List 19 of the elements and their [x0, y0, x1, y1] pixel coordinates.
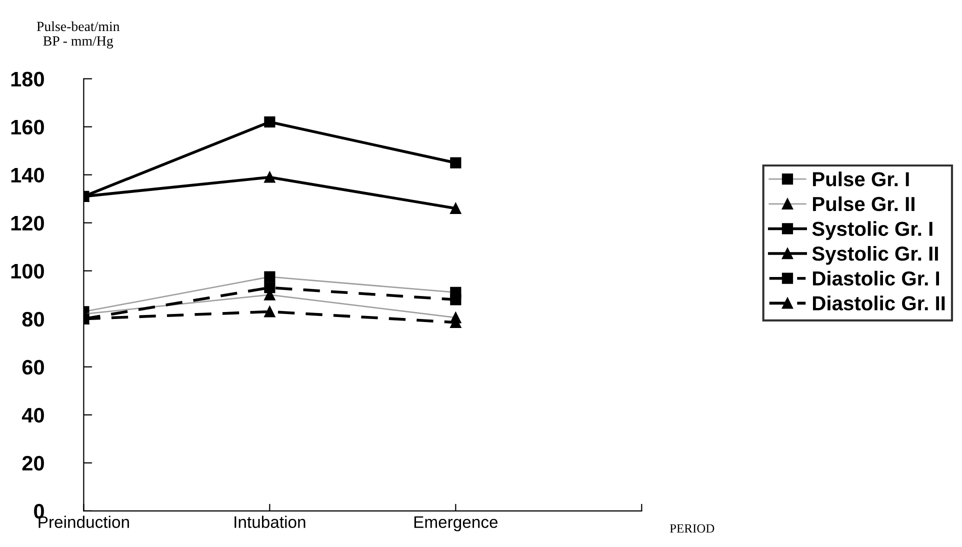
x-tick-label: Intubation — [234, 516, 306, 528]
y-tick-label: 20 — [22, 456, 44, 471]
legend-label: Systolic Gr. I — [812, 221, 932, 240]
x-axis-title: PERIOD — [670, 524, 714, 533]
y-tick-label: 60 — [22, 360, 44, 375]
y-tick-label: 100 — [11, 264, 44, 279]
x-tick-label: Emergence — [414, 516, 498, 532]
legend-label: Pulse Gr. I — [812, 172, 909, 186]
legend-label: Diastolic Gr. II — [812, 296, 945, 310]
legend-label: Diastolic Gr. I — [812, 270, 940, 286]
y-axis-title: Pulse-beat/min BP - mm/Hg — [36, 21, 120, 49]
legend-label: Pulse Gr. II — [812, 196, 914, 212]
y-tick-label: 40 — [22, 408, 44, 423]
y-tick-label: 80 — [22, 312, 44, 327]
legend-label: Systolic Gr. II — [812, 246, 938, 265]
y-tick-label: 140 — [11, 168, 44, 183]
y-tick-label: 120 — [11, 216, 44, 231]
y-tick-label: 180 — [11, 72, 44, 87]
y-tick-label: 160 — [11, 120, 44, 135]
